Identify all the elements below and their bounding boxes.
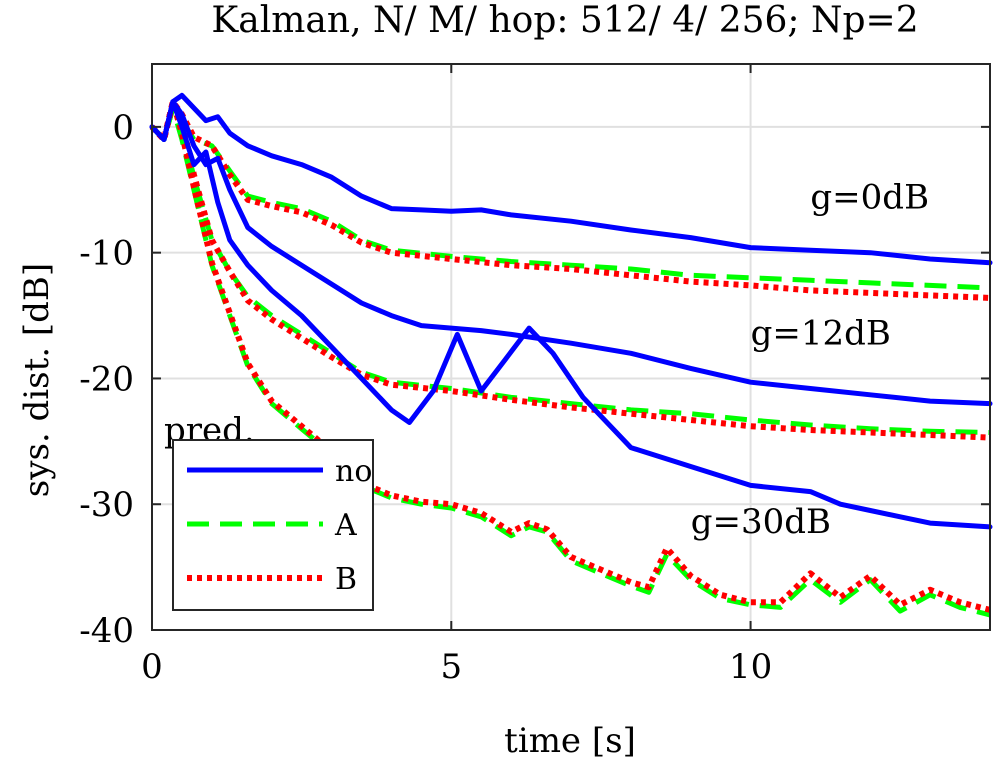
series-line-no-g0db [149,92,993,266]
annotation-label: g=12dB [751,313,891,353]
y-tick-label: 0 [112,108,134,148]
y-tick-label: -30 [79,485,134,525]
x-tick-label: 0 [141,647,163,687]
series-line-A-g30db [150,105,991,618]
x-tick-label: 5 [440,647,462,687]
series-line-A-g12db [150,105,991,435]
y-axis-label: sys. dist. [dB] [17,263,57,497]
plot-area [151,63,991,631]
legend-label-B: B [335,562,357,597]
legend: no AB [172,439,374,611]
annotation-label: g=30dB [691,502,831,542]
legend-label-no: no [335,454,372,489]
y-tick-label: -20 [79,359,134,399]
series-lines [149,92,993,618]
series-line-B-g12db [149,98,991,441]
axis-ticks: 0 5 10 0 -10 -20 -30 -40 [79,64,990,687]
legend-label-A: A [334,508,357,543]
annotation-label: g=0dB [810,178,929,218]
y-tick-label: -10 [79,234,134,274]
series-line-B-g30db [149,98,991,613]
y-tick-label: -40 [79,611,134,651]
x-tick-label: 10 [729,647,772,687]
series-line-no-g12db [149,99,993,407]
chart-title: Kalman, N/ M/ hop: 512/ 4/ 256; Np=2 [211,0,918,41]
x-axis-label: time [s] [504,721,636,761]
series-line-B-g0db [149,98,991,301]
series-line-no-g30db [149,99,993,530]
